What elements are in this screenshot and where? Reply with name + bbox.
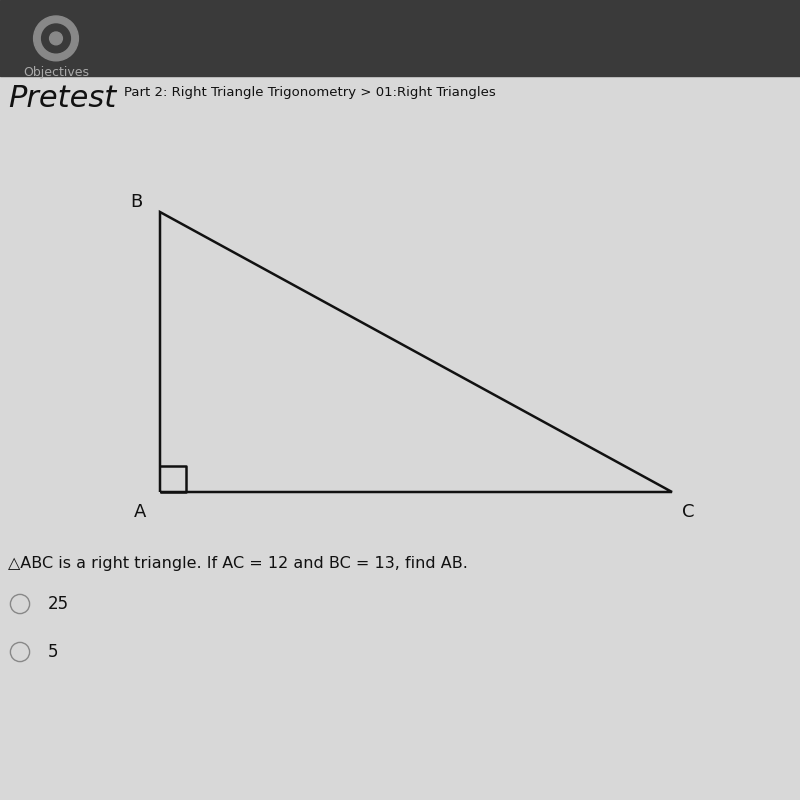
Text: △ABC is a right triangle. If AC = 12 and BC = 13, find AB.: △ABC is a right triangle. If AC = 12 and…: [8, 556, 468, 571]
Circle shape: [42, 24, 70, 53]
Text: A: A: [134, 503, 146, 521]
Text: Objectives: Objectives: [23, 66, 89, 78]
Circle shape: [50, 32, 62, 45]
Text: Part 2: Right Triangle Trigonometry > 01:Right Triangles: Part 2: Right Triangle Trigonometry > 01…: [124, 86, 496, 98]
Text: C: C: [682, 503, 694, 521]
Text: 25: 25: [48, 595, 69, 613]
Bar: [0, 0, 800, 76]
Text: 5: 5: [48, 643, 58, 661]
Text: B: B: [130, 194, 142, 211]
Circle shape: [34, 16, 78, 61]
Text: Pretest: Pretest: [8, 84, 116, 113]
